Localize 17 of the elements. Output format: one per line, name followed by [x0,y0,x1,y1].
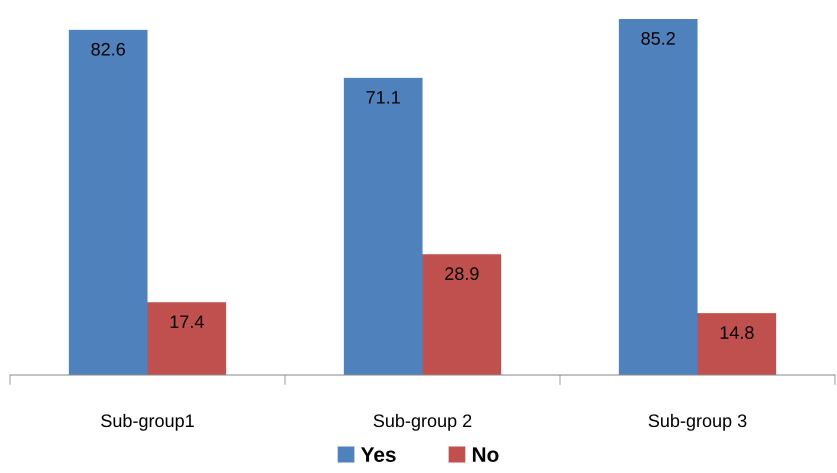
bar [698,313,776,375]
legend-label: No [472,447,498,462]
data-label: 28.9 [445,267,479,280]
bar [422,254,502,375]
x-tick-label: Sub-group1 [101,414,194,431]
data-label: 14.8 [720,326,754,339]
legend-label: Yes [360,447,396,462]
bar [618,19,698,375]
bar [344,78,422,375]
data-label: 82.6 [91,42,125,56]
x-tick-label: Sub-group 3 [648,414,746,431]
data-label: 85.2 [641,32,675,45]
x-tick-label: Sub-group 2 [374,414,472,431]
bar [68,30,148,375]
data-label: 17.4 [170,315,204,328]
data-label: 71.1 [366,91,400,104]
bar [148,302,226,375]
